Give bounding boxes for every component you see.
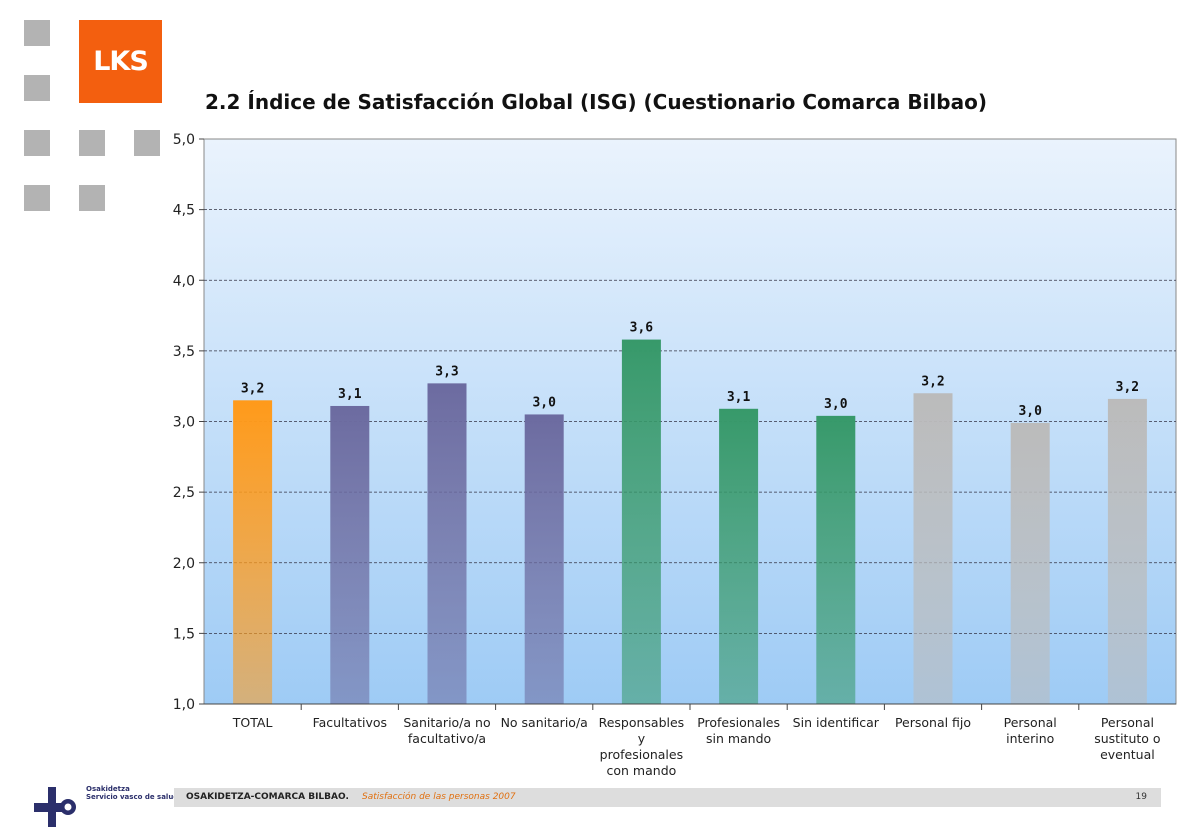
page-number: 19 <box>1135 792 1147 802</box>
data-label: 3,0 <box>1018 404 1042 419</box>
data-label: 3,6 <box>630 321 654 336</box>
x-tick-label: sin mando <box>706 731 771 746</box>
footer-subtitle: Satisfacción de las personas 2007 <box>362 792 516 802</box>
data-label: 3,0 <box>824 397 848 412</box>
x-tick-label: Facultativos <box>313 715 387 730</box>
data-label: 3,0 <box>532 395 556 410</box>
footer-organization: OSAKIDETZA-COMARCA BILBAO. <box>186 792 349 802</box>
data-label: 3,1 <box>727 390 751 405</box>
y-tick-label: 4,0 <box>173 273 195 289</box>
x-tick-label: Responsables <box>599 715 685 730</box>
bar <box>913 393 953 704</box>
x-tick-label: y <box>638 731 646 746</box>
y-tick-label: 2,5 <box>173 485 195 501</box>
y-tick-label: 3,0 <box>173 415 195 431</box>
bar <box>1010 422 1050 704</box>
x-tick-label: interino <box>1006 731 1054 746</box>
x-tick-label: No sanitario/a <box>501 715 588 730</box>
x-tick-label: Sanitario/a no <box>403 715 490 730</box>
decor-square <box>79 185 105 211</box>
decor-square <box>24 75 50 101</box>
data-label: 3,2 <box>1116 380 1139 395</box>
bar <box>1107 398 1147 704</box>
osakidetza-logo-text: Osakidetza Servicio vasco de salud <box>86 785 178 801</box>
y-tick-label: 1,5 <box>173 626 195 642</box>
osakidetza-tagline: Servicio vasco de salud <box>86 793 179 801</box>
x-tick-label: Personal <box>1101 715 1154 730</box>
y-tick-label: 3,5 <box>173 344 195 360</box>
bar <box>816 415 856 704</box>
bars: 3,2 3,1 3,3 3,0 3,6 3,1 3,0 3,2 3,0 3,2 <box>233 321 1147 704</box>
decor-square <box>24 130 50 156</box>
osakidetza-logo-icon <box>34 787 76 827</box>
y-tick-label: 1,0 <box>173 697 195 713</box>
x-tick-label: facultativo/a <box>408 731 486 746</box>
data-label: 3,1 <box>338 387 362 402</box>
x-tick-label: Personal <box>1004 715 1057 730</box>
bar <box>233 400 273 704</box>
decor-square <box>24 185 50 211</box>
lks-logo: LKS <box>79 20 162 103</box>
x-tick-label: sustituto o <box>1094 731 1160 746</box>
bar <box>719 408 759 704</box>
x-tick-label: Profesionales <box>697 715 780 730</box>
footer-bar: OSAKIDETZA-COMARCA BILBAO. Satisfacción … <box>174 788 1161 807</box>
bar <box>524 414 564 704</box>
bar <box>427 383 467 704</box>
data-label: 3,3 <box>435 364 458 379</box>
x-tick-label: TOTAL <box>232 715 273 730</box>
chart-title: 2.2 Índice de Satisfacción Global (ISG) … <box>205 90 987 114</box>
x-tick-label: con mando <box>607 763 677 778</box>
bar <box>621 339 661 704</box>
x-axis: TOTAL Facultativos Sanitario/a nofacultati… <box>204 703 1176 778</box>
y-tick-label: 5,0 <box>173 132 195 148</box>
decor-square <box>24 20 50 46</box>
x-tick-label: profesionales <box>600 747 683 762</box>
y-tick-label: 2,0 <box>173 556 195 572</box>
bar <box>330 405 370 704</box>
x-tick-label: Personal fijo <box>895 715 971 730</box>
y-axis: 1,0 1,5 2,0 2,5 3,0 3,5 4,0 4,5 5,0 <box>173 132 204 713</box>
x-tick-label: eventual <box>1100 747 1155 762</box>
osakidetza-name: Osakidetza <box>86 785 130 793</box>
data-label: 3,2 <box>921 374 944 389</box>
bar-chart: 1,0 1,5 2,0 2,5 3,0 3,5 4,0 4,5 5,0 3,2 3,1 3,3 3,0… <box>173 132 1177 778</box>
decor-square <box>79 130 105 156</box>
data-label: 3,2 <box>241 381 264 396</box>
x-tick-label: Sin identificar <box>793 715 880 730</box>
decor-square <box>134 130 160 156</box>
y-tick-label: 4,5 <box>173 203 195 219</box>
